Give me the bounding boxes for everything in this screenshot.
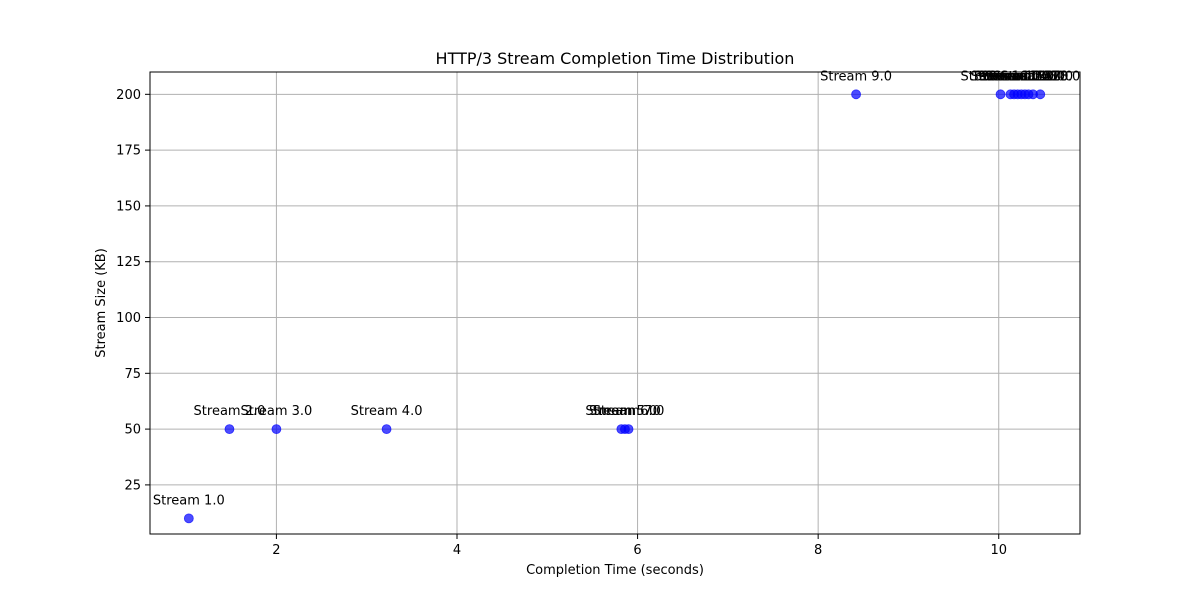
data-point [1035, 89, 1046, 100]
y-tick-label: 100 [116, 311, 141, 326]
x-tick-label: 8 [814, 543, 822, 558]
x-tick-label: 4 [453, 543, 461, 558]
data-point-label: Stream 15.0 [985, 69, 1065, 84]
data-point-label: Stream 7.0 [593, 404, 665, 419]
chart-title: HTTP/3 Stream Completion Time Distributi… [436, 49, 795, 68]
points-layer [183, 89, 1046, 524]
data-point-label: Stream 17.0 [993, 69, 1073, 84]
y-tick-label: 75 [124, 367, 141, 382]
data-point-label: Stream 13.0 [978, 69, 1058, 84]
x-tick-label: 10 [990, 543, 1007, 558]
data-point [224, 424, 235, 435]
ticks-layer: 2 4 6 8 10 25 50 75 100 125 150 175 200 [116, 88, 1007, 558]
data-point-label: Stream 10.0 [960, 69, 1040, 84]
y-tick-label: 150 [116, 199, 141, 214]
data-point-label: Stream 3.0 [240, 404, 312, 419]
data-point-label: Stream 6.0 [589, 404, 661, 419]
data-point-label: Stream 14.0 [981, 69, 1061, 84]
data-point-label: Stream 18.0 [1000, 69, 1080, 84]
y-tick-label: 200 [116, 88, 141, 103]
y-tick-label: 25 [124, 478, 141, 493]
y-tick-label: 175 [116, 144, 141, 159]
data-point [851, 89, 861, 100]
data-point-label: Stream 5.0 [585, 404, 657, 419]
data-point [381, 424, 392, 435]
data-point-label: Stream 2.0 [194, 404, 266, 419]
data-point [271, 424, 282, 435]
x-axis-label: Completion Time (seconds) [526, 563, 704, 578]
data-point-label: Stream 1.0 [153, 493, 225, 508]
data-point-label: Stream 12.0 [974, 69, 1054, 84]
y-tick-label: 125 [116, 255, 141, 270]
grid-layer [150, 72, 1080, 534]
plot-frame [149, 71, 1081, 535]
data-point [183, 513, 194, 524]
data-point-label: Stream 16.0 [988, 69, 1068, 84]
y-axis-label: Stream Size (KB) [94, 248, 109, 358]
data-point-label: Stream 4.0 [351, 404, 423, 419]
data-point-label: Stream 9.0 [820, 69, 892, 84]
data-point-label: Stream 11.0 [970, 69, 1050, 84]
y-tick-label: 50 [124, 423, 141, 438]
x-tick-label: 2 [272, 543, 280, 558]
x-tick-label: 6 [633, 543, 641, 558]
data-point [623, 424, 634, 435]
data-point [995, 89, 1006, 100]
